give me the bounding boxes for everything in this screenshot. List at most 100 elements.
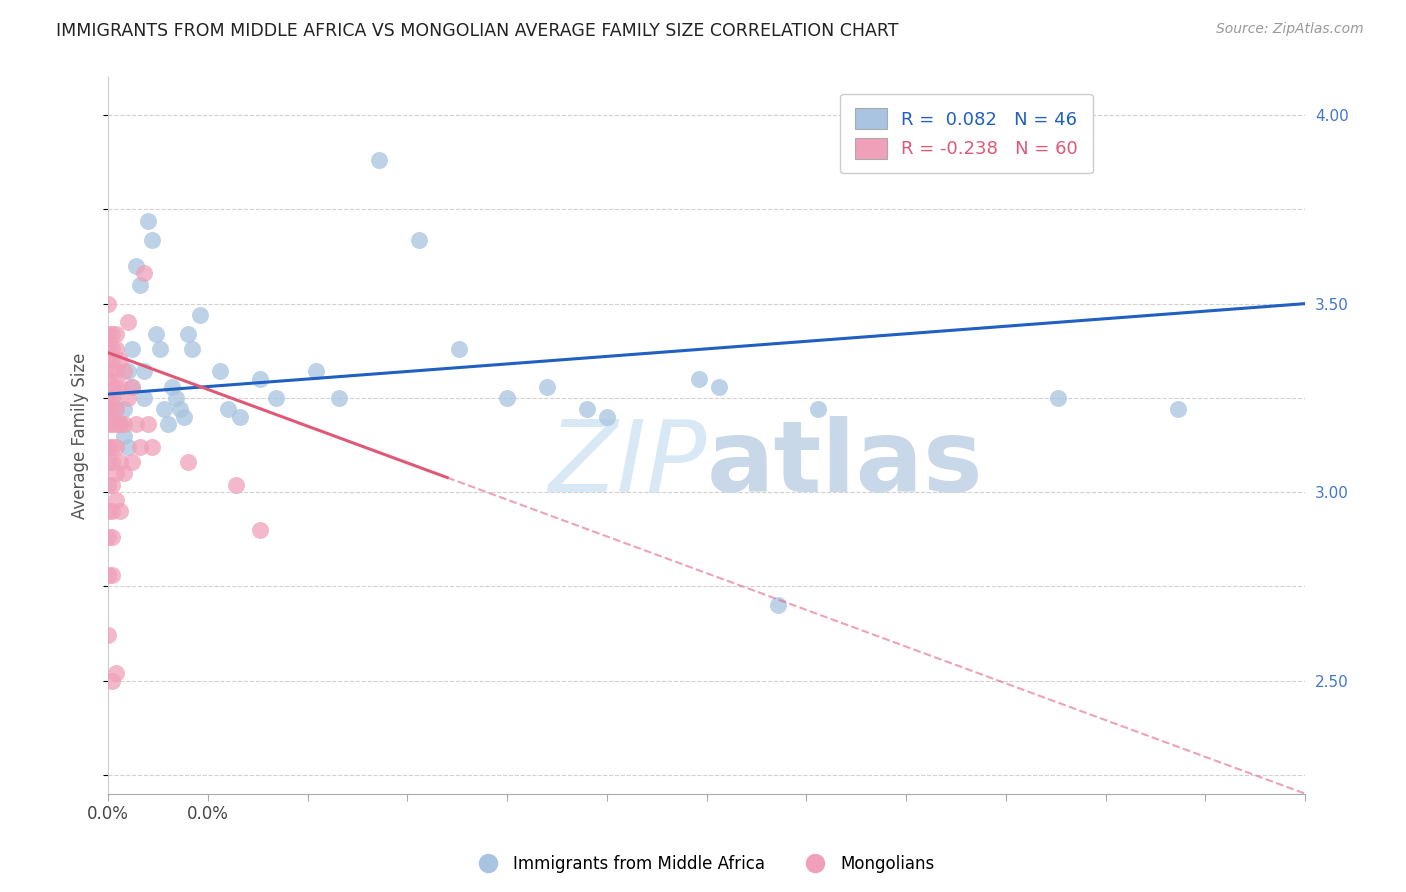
- Point: [132, 267, 155, 281]
- Point: [121, 342, 143, 356]
- Point: [101, 440, 124, 454]
- Point: [112, 417, 135, 432]
- Legend: Immigrants from Middle Africa, Mongolians: Immigrants from Middle Africa, Mongolian…: [465, 848, 941, 880]
- Point: [449, 342, 471, 356]
- Point: [328, 391, 350, 405]
- Point: [121, 379, 143, 393]
- Point: [117, 391, 139, 405]
- Point: [97, 628, 120, 642]
- Point: [136, 213, 159, 227]
- Point: [104, 402, 127, 417]
- Point: [117, 316, 139, 330]
- Point: [97, 477, 120, 491]
- Point: [97, 326, 120, 341]
- Point: [104, 364, 127, 378]
- Point: [153, 402, 176, 417]
- Point: [169, 402, 191, 417]
- Point: [101, 391, 124, 405]
- Point: [129, 440, 152, 454]
- Point: [108, 353, 131, 368]
- Point: [225, 477, 247, 491]
- Point: [97, 372, 120, 386]
- Point: [596, 409, 619, 424]
- Point: [108, 417, 131, 432]
- Point: [149, 342, 172, 356]
- Point: [1166, 402, 1188, 417]
- Point: [141, 233, 163, 247]
- Point: [160, 379, 183, 393]
- Point: [536, 379, 558, 393]
- Point: [408, 233, 430, 247]
- Point: [768, 598, 790, 612]
- Point: [97, 296, 120, 310]
- Point: [228, 409, 250, 424]
- Point: [368, 153, 391, 168]
- Point: [104, 666, 127, 681]
- Point: [97, 342, 120, 356]
- Point: [104, 326, 127, 341]
- Point: [264, 391, 287, 405]
- Point: [101, 568, 124, 582]
- Point: [132, 391, 155, 405]
- Point: [101, 391, 124, 405]
- Point: [575, 402, 598, 417]
- Point: [101, 504, 124, 518]
- Point: [97, 440, 120, 454]
- Point: [97, 504, 120, 518]
- Point: [156, 417, 179, 432]
- Point: [101, 326, 124, 341]
- Point: [117, 440, 139, 454]
- Text: Source: ZipAtlas.com: Source: ZipAtlas.com: [1216, 22, 1364, 37]
- Point: [112, 467, 135, 481]
- Point: [104, 440, 127, 454]
- Point: [121, 455, 143, 469]
- Point: [304, 364, 326, 378]
- Point: [101, 530, 124, 544]
- Point: [125, 417, 148, 432]
- Point: [108, 504, 131, 518]
- Point: [97, 530, 120, 544]
- Point: [180, 342, 202, 356]
- Point: [132, 364, 155, 378]
- Point: [249, 523, 271, 537]
- Point: [173, 409, 195, 424]
- Point: [112, 428, 135, 442]
- Point: [108, 455, 131, 469]
- Point: [707, 379, 730, 393]
- Point: [97, 568, 120, 582]
- Point: [217, 402, 239, 417]
- Point: [101, 353, 124, 368]
- Point: [104, 492, 127, 507]
- Point: [97, 353, 120, 368]
- Point: [249, 372, 271, 386]
- Point: [108, 417, 131, 432]
- Point: [104, 402, 127, 417]
- Point: [97, 402, 120, 417]
- Point: [688, 372, 710, 386]
- Point: [165, 391, 187, 405]
- Point: [97, 417, 120, 432]
- Point: [104, 342, 127, 356]
- Text: IMMIGRANTS FROM MIDDLE AFRICA VS MONGOLIAN AVERAGE FAMILY SIZE CORRELATION CHART: IMMIGRANTS FROM MIDDLE AFRICA VS MONGOLI…: [56, 22, 898, 40]
- Point: [112, 364, 135, 378]
- Point: [101, 455, 124, 469]
- Text: atlas: atlas: [707, 416, 983, 513]
- Point: [136, 417, 159, 432]
- Point: [188, 308, 211, 322]
- Point: [101, 342, 124, 356]
- Point: [496, 391, 519, 405]
- Point: [101, 379, 124, 393]
- Point: [177, 326, 200, 341]
- Point: [141, 440, 163, 454]
- Text: ZIP: ZIP: [548, 416, 707, 513]
- Y-axis label: Average Family Size: Average Family Size: [72, 352, 89, 519]
- Point: [101, 402, 124, 417]
- Point: [97, 455, 120, 469]
- Point: [807, 402, 830, 417]
- Point: [101, 364, 124, 378]
- Point: [101, 417, 124, 432]
- Point: [97, 391, 120, 405]
- Point: [104, 467, 127, 481]
- Point: [121, 379, 143, 393]
- Point: [125, 259, 148, 273]
